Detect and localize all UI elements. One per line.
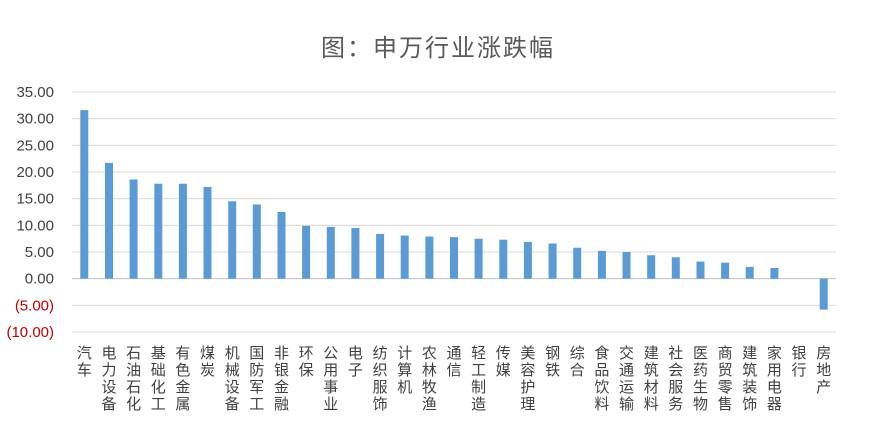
x-category-label: 机械设备: [225, 344, 240, 413]
x-category-label: 国防军工: [249, 344, 264, 413]
x-category-label: 环保: [299, 344, 314, 379]
bar: [647, 255, 656, 279]
y-tick-label: 15.00: [16, 191, 54, 208]
bar: [597, 250, 606, 279]
bar: [252, 204, 261, 279]
x-category-label: 公用事业: [323, 344, 338, 413]
y-tick-label: 5.00: [25, 244, 54, 261]
x-category-label: 非银金融: [274, 344, 289, 413]
bar: [450, 237, 458, 279]
bar: [400, 235, 409, 279]
bar: [548, 243, 557, 279]
bar: [622, 252, 631, 279]
x-category-label: 综合: [570, 344, 585, 379]
x-category-label: 房地产: [816, 344, 831, 396]
x-category-label: 计算机: [397, 344, 412, 396]
x-category-label: 纺织服饰: [373, 344, 388, 413]
bar: [178, 183, 187, 279]
y-tick-label: 35.00: [16, 84, 54, 101]
x-category-label: 有色金属: [175, 344, 190, 413]
x-category-label: 传媒: [496, 344, 511, 379]
bar: [203, 186, 212, 279]
bar: [770, 268, 779, 279]
x-category-label: 交通运输: [619, 344, 634, 413]
x-category-label: 农林牧渔: [422, 344, 437, 413]
bar: [474, 238, 483, 279]
bar: [326, 226, 335, 279]
y-tick-label: (10.00): [6, 324, 54, 341]
x-category-label: 轻工制造: [471, 344, 486, 413]
bar: [228, 201, 237, 279]
x-category-label: 家用电器: [767, 344, 782, 413]
bar: [671, 257, 680, 279]
chart-title: 图：申万行业涨跌幅: [321, 34, 555, 62]
y-tick-label: 0.00: [25, 271, 54, 288]
x-category-label: 煤炭: [200, 344, 215, 379]
x-category-label: 医药生物: [693, 344, 708, 413]
x-category-label: 银行: [791, 344, 806, 379]
x-category-label: 建筑材料: [644, 344, 659, 413]
y-tick-label: 25.00: [16, 137, 54, 154]
x-category-label: 社会服务: [668, 344, 683, 413]
bar: [721, 262, 730, 279]
x-category-label: 汽车: [77, 344, 92, 379]
bar: [745, 266, 754, 279]
bar: [696, 261, 705, 279]
x-category-label: 电力设备: [101, 344, 116, 413]
x-category-label: 钢铁: [545, 344, 560, 379]
bar: [425, 236, 434, 279]
bar: [523, 241, 532, 279]
bar: [129, 179, 138, 279]
bar: [302, 225, 311, 279]
y-tick-label: 20.00: [16, 164, 54, 181]
bar: [819, 278, 828, 310]
bar: [499, 239, 508, 279]
bar: [573, 247, 582, 279]
bar: [351, 228, 360, 279]
x-category-label: 通信: [446, 344, 461, 379]
bars: [80, 110, 828, 310]
x-category-label: 美容护理: [520, 344, 535, 413]
x-category-label: 基础化工: [151, 344, 166, 413]
y-tick-label: (5.00): [15, 297, 54, 314]
y-axis-tick-labels: 35.00 30.00 25.00 20.00 15.00 10.00 5.00 0.00 (5…: [6, 84, 54, 341]
x-axis-category-labels: 汽车电力设备石油石化基础化工有色金属煤炭机械设备国防军工非银金融环保公用事业电子…: [77, 344, 831, 413]
x-category-label: 石油石化: [126, 344, 141, 413]
x-category-label: 电子: [348, 344, 363, 379]
bar: [80, 110, 89, 279]
x-category-label: 食品饮料: [594, 344, 609, 413]
bar: [277, 212, 286, 279]
x-category-label: 商贸零售: [718, 344, 733, 413]
y-tick-label: 10.00: [16, 217, 54, 234]
bar: [105, 162, 113, 279]
gridlines: [72, 91, 836, 333]
bar: [376, 233, 385, 279]
x-category-label: 建筑装饰: [742, 344, 757, 413]
y-tick-label: 30.00: [16, 111, 54, 128]
bar: [154, 183, 163, 279]
